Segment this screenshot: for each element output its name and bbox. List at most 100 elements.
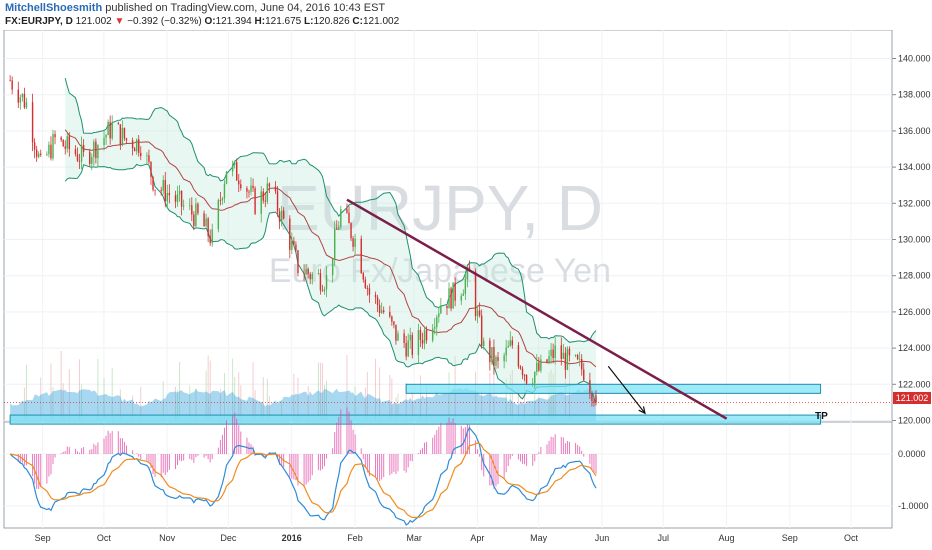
candle-body [31,102,34,143]
candle-body [140,152,142,157]
candle-body [46,154,48,156]
candle-body [282,210,285,219]
candle-body [91,156,93,164]
candle-body [148,155,150,162]
candle-body [274,186,277,192]
candle-body [380,310,383,313]
close-value: 121.002 [362,16,400,27]
candle-body [138,139,140,153]
candle-body [117,123,120,125]
price-axis[interactable]: 140.000 138.000 136.000 134.000 132.000 130.0… [892,54,931,512]
y-tick-label: 120.000 [898,416,931,426]
candle-body [217,200,220,230]
candle-body [191,205,193,215]
price-chart[interactable]: EURJPY, D Euro Fx/Japanese Yen 140.000 13… [0,30,932,550]
candle-body [417,330,420,355]
y-tick-label: 122.000 [898,379,931,389]
candle-body [480,315,483,346]
candle-body [460,295,462,301]
candle-body [9,80,11,82]
candle-body [566,348,569,370]
y-tick-label: 138.000 [898,90,931,100]
author-link[interactable]: MitchellShoesmith [5,2,103,14]
candle-body [354,238,356,247]
y-tick-label: 128.000 [898,271,931,281]
candle-body [203,213,205,227]
candle-body [240,184,242,189]
candle-body [297,250,299,274]
y-tick-label: 134.000 [898,162,931,172]
candle-body [580,359,583,370]
candle-body [135,139,138,152]
candle-body [423,330,426,344]
candle-body [360,238,362,274]
candle-body [25,102,28,108]
candle-body [80,144,83,162]
x-tick-label: Apr [470,533,484,543]
candle-body [546,359,548,363]
support-zones [9,383,822,425]
candle-body [119,124,122,146]
y-tick-label: 126.000 [898,307,931,317]
candle-body [93,141,95,157]
high-label: H: [254,16,266,27]
candle-body [176,194,179,202]
candle-body [593,401,595,403]
candle-body [389,311,391,317]
candle-body [97,145,99,159]
candle-body [195,203,197,227]
candle-body [152,176,154,190]
bb-basis-line [64,129,597,368]
candle-body [266,183,269,202]
candle-body [168,192,171,196]
candle-body [393,321,395,325]
candle-body [489,340,491,363]
candle-body [231,164,234,172]
candle-body [66,136,68,149]
candle-body [519,366,522,369]
candle-body [74,149,77,155]
candle-body [497,357,499,362]
candle-body [362,273,364,280]
candle-body [207,218,209,237]
candle-body [19,97,22,103]
y-tick-label: 130.000 [898,235,931,245]
down-arrow-head [638,406,646,415]
candle-body [532,383,534,384]
candle-body [333,228,336,260]
candle-body [291,240,293,250]
candle-body [95,141,97,159]
x-tick-label: May [530,533,548,543]
candle-body [538,362,540,371]
publish-line: MitchellShoesmith published on TradingVi… [5,2,385,14]
candle-body [591,393,593,402]
candle-body [440,305,442,314]
candle-body [366,288,369,289]
candle-body [37,153,40,157]
candle-body [219,200,222,201]
candle-body [325,274,328,290]
candle-body [205,218,207,227]
y-tick-label: 0.0000 [898,449,926,459]
candle-body [60,137,62,140]
candle-body [166,192,169,202]
time-axis[interactable]: Sep Oct Nov Dec 2016 Feb Mar Apr May Jun Jul Aug Sep… [35,533,859,543]
candle-body [21,93,24,98]
candle-body [548,356,550,363]
x-tick-label: Jun [595,533,610,543]
candle-body [78,160,81,162]
candle-body [319,273,322,291]
x-tick-label: Dec [220,533,237,543]
candle-body [540,359,542,371]
candle-body [289,218,291,250]
x-tick-label: Jul [657,533,669,543]
change-value: −0.392 (−0.32%) [127,16,202,27]
candle-body [125,138,128,141]
candle-body [109,121,111,139]
candle-body [407,340,409,357]
candle-body [578,359,581,360]
candle-body [364,279,367,289]
candle-body [448,288,450,309]
candle-body [409,334,411,341]
candle-body [295,244,297,251]
